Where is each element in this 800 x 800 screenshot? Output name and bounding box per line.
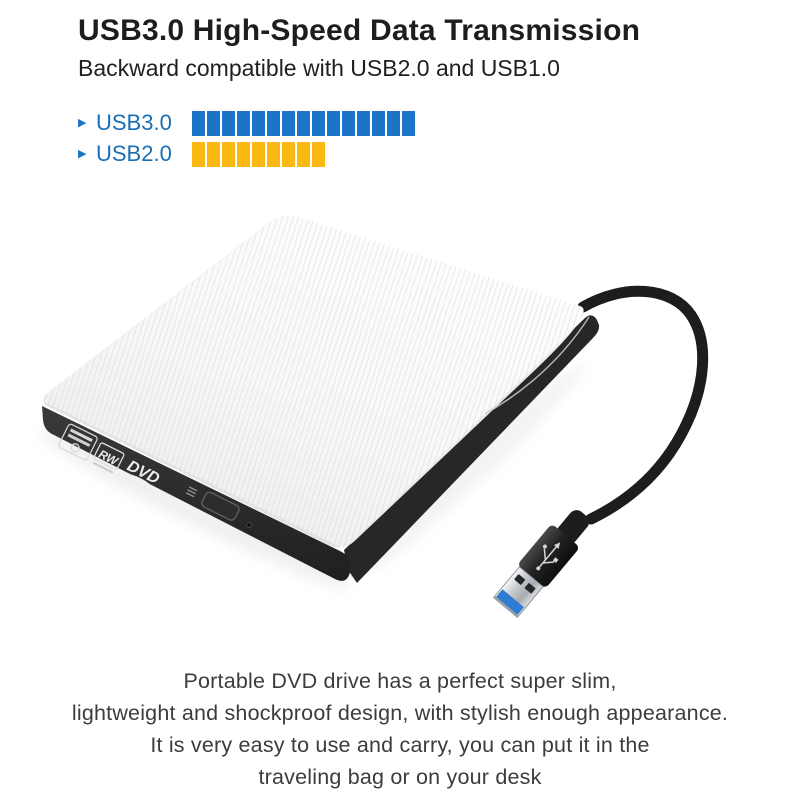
description-line: traveling bag or on your desk bbox=[258, 765, 542, 789]
usb-cable bbox=[577, 285, 709, 525]
led-indicator bbox=[246, 522, 252, 528]
rw-badge: RW bbox=[92, 442, 125, 474]
speed-label-usb3: USB3.0 bbox=[96, 110, 172, 135]
speed-segment bbox=[282, 141, 295, 167]
page-subtitle: Backward compatible with USB2.0 and USB1… bbox=[78, 55, 560, 81]
speed-segment bbox=[342, 110, 355, 136]
speed-segment bbox=[222, 141, 235, 167]
bullet-arrow-icon: ▶ bbox=[78, 147, 87, 160]
speed-segment bbox=[402, 110, 415, 136]
description-line: It is very easy to use and carry, you ca… bbox=[150, 733, 650, 757]
usb3-blue-insert bbox=[496, 589, 524, 615]
speed-segment bbox=[267, 141, 280, 167]
speed-segment bbox=[297, 110, 310, 136]
speed-segment bbox=[327, 110, 340, 136]
speed-comparison: ▶ USB3.0 ▶ USB2.0 bbox=[78, 110, 415, 172]
speed-segment bbox=[207, 110, 220, 136]
speed-label-usb2: USB2.0 bbox=[96, 141, 172, 166]
speed-segment bbox=[312, 141, 325, 167]
description-line: lightweight and shockproof design, with … bbox=[71, 701, 729, 725]
drop-shadow bbox=[38, 364, 585, 590]
speed-segment bbox=[387, 110, 400, 136]
bullet-arrow-icon: ▶ bbox=[78, 116, 87, 129]
speed-segment bbox=[297, 141, 310, 167]
speed-segment bbox=[372, 110, 385, 136]
speed-segment bbox=[222, 110, 235, 136]
speed-bar-usb2 bbox=[192, 141, 325, 167]
speed-segment bbox=[192, 110, 205, 136]
speed-segment bbox=[357, 110, 370, 136]
speed-segment bbox=[207, 141, 220, 167]
usb-trident-icon bbox=[536, 542, 561, 571]
drive-side-right bbox=[344, 315, 600, 583]
usb-connector bbox=[492, 510, 590, 619]
speed-row-usb3: ▶ USB3.0 bbox=[78, 110, 415, 136]
speed-segment bbox=[252, 110, 265, 136]
usb-pin-holes bbox=[514, 574, 536, 594]
speed-row-usb2: ▶ USB2.0 bbox=[78, 141, 415, 167]
eject-button bbox=[201, 491, 240, 521]
product-description: Portable DVD drive has a perfect super s… bbox=[0, 665, 800, 793]
compact-disc-logo bbox=[58, 423, 98, 461]
speed-segment bbox=[237, 110, 250, 136]
description-line: Portable DVD drive has a perfect super s… bbox=[183, 669, 617, 693]
drive-front-edge bbox=[42, 406, 352, 581]
speed-segment bbox=[237, 141, 250, 167]
usb-tip-edge bbox=[493, 595, 519, 618]
speed-segment bbox=[192, 141, 205, 167]
vent-marks-icon bbox=[185, 486, 198, 498]
speed-segment bbox=[312, 110, 325, 136]
speed-bar-usb3 bbox=[192, 110, 415, 136]
speed-segment bbox=[252, 141, 265, 167]
speed-segment bbox=[267, 110, 280, 136]
speed-segment bbox=[282, 110, 295, 136]
corner-crease bbox=[484, 316, 590, 415]
page-title: USB3.0 High-Speed Data Transmission bbox=[78, 14, 641, 47]
